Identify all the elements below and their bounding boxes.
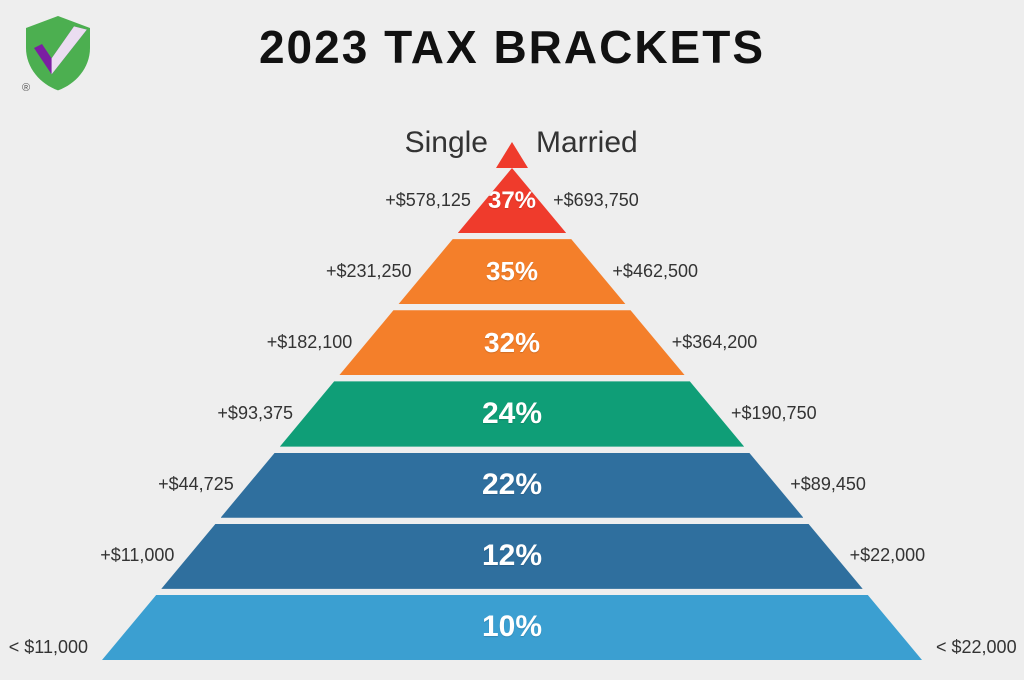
tier-single-threshold: +$44,725	[158, 474, 234, 495]
tier-percent: 32%	[484, 327, 540, 359]
tier-married-threshold: +$364,200	[672, 332, 758, 353]
tier-percent: 22%	[482, 468, 542, 502]
tier-single-threshold: +$231,250	[326, 261, 412, 282]
tier-married-threshold: < $22,000	[936, 637, 1017, 658]
tier-percent: 12%	[482, 539, 542, 573]
tier-married-threshold: +$693,750	[553, 190, 639, 211]
pyramid-tier: 37%	[458, 168, 567, 233]
tier-single-threshold: +$578,125	[385, 190, 471, 211]
tier-percent: 37%	[488, 187, 536, 215]
tier-single-threshold: +$11,000	[100, 545, 174, 566]
tier-percent: 35%	[486, 256, 538, 287]
tier-single-threshold: +$93,375	[217, 403, 293, 424]
column-header-married: Married	[536, 126, 638, 160]
pyramid-apex	[496, 142, 528, 168]
tier-percent: 24%	[482, 397, 542, 431]
pyramid-tier: 35%	[398, 239, 625, 304]
tier-married-threshold: +$190,750	[731, 403, 817, 424]
pyramid-tier: 12%	[161, 524, 862, 589]
tier-married-threshold: +$89,450	[790, 474, 866, 495]
tier-single-threshold: < $11,000	[9, 637, 88, 658]
column-header-single: Single	[405, 126, 488, 160]
pyramid-tier: 22%	[221, 453, 804, 518]
pyramid-tier: 10%	[102, 595, 922, 660]
tier-percent: 10%	[482, 610, 542, 644]
pyramid-tier: 24%	[280, 381, 744, 446]
page-title: 2023 TAX BRACKETS	[0, 20, 1024, 74]
tier-married-threshold: +$462,500	[612, 261, 698, 282]
tier-single-threshold: +$182,100	[267, 332, 353, 353]
tier-married-threshold: +$22,000	[850, 545, 926, 566]
registered-mark: ®	[22, 82, 30, 94]
pyramid-tier: 32%	[339, 310, 685, 375]
